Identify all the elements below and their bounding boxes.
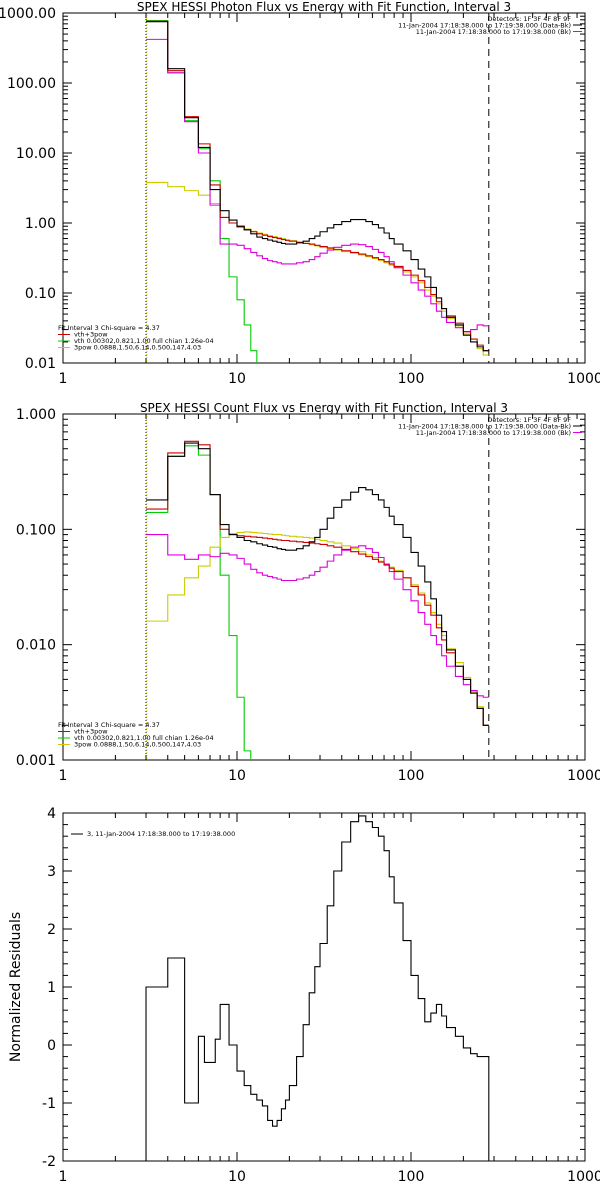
legend-label: 3pow 0.0888,1.50,6.14,0.500,147,4.03 (74, 344, 201, 352)
axes-frame (62, 812, 586, 1162)
y-axis-label: Normalized Residuals (8, 912, 24, 1062)
legend-header: Fit Interval 3 Chi-square = 4.37 (58, 324, 160, 332)
chart-title: SPEX HESSI Count Flux vs Energy with Fit… (140, 401, 508, 415)
header-line: 11-Jan-2004 17:18:38.000 to 17:19:38.000… (416, 28, 571, 36)
plot-area (145, 815, 490, 1161)
series-power-law (146, 181, 489, 356)
y-tick-label: 0.001 (16, 753, 56, 769)
legend: 3, 11-Jan-2004 17:18:38.000 to 17:19:38.… (71, 830, 235, 838)
legend-label: vth 0.00302,0.821,1.00 full chian 1.26e-… (74, 734, 214, 742)
y-tick-label: -1 (42, 1096, 56, 1112)
plot-area (145, 13, 490, 363)
y-tick-label: 1.000 (16, 407, 56, 423)
x-tick-label: 10 (228, 371, 246, 387)
legend-label: vth 0.00302,0.821,1.00 full chian 1.26e-… (74, 337, 214, 345)
series-data (146, 21, 489, 352)
series-power-law (146, 531, 489, 726)
x-tick-label: 1 (59, 768, 68, 784)
y-tick-label: 4 (47, 806, 56, 822)
axes-frame (62, 413, 586, 761)
legend-label: vth+3pow (74, 728, 108, 736)
plot-area (145, 414, 490, 760)
series-total-fit (146, 20, 489, 352)
x-tick-label: 100 (398, 768, 425, 784)
x-tick-label: 10 (228, 1169, 246, 1185)
y-tick-label: 1.00 (25, 216, 56, 232)
y-tick-label: 0.10 (25, 286, 56, 302)
axes-frame (62, 12, 586, 364)
legend-label: vth+3pow (74, 331, 108, 339)
series-data (146, 442, 489, 726)
y-tick-label: 10.00 (16, 146, 56, 162)
residuals-panel: 1 10 100 1000 -2 -1 0 1 2 3 4 Normalized Residuals 3… (8, 806, 600, 1185)
y-tick-label: 100.00 (7, 76, 56, 92)
header-line: Detectors: 1F 3F 4F 8F 9F (487, 416, 571, 424)
photon-flux-panel: SPEX HESSI Photon Flux vs Energy with Fi… (0, 0, 600, 387)
header-line: 11-Jan-2004 17:18:38.000 to 17:19:38.000… (398, 423, 571, 431)
header-line: 11-Jan-2004 17:18:38.000 to 17:19:38.000… (398, 22, 571, 30)
x-tick-label: 1 (59, 1169, 68, 1185)
y-tick-label: 0.01 (25, 356, 56, 372)
x-tick-label: 1 (59, 371, 68, 387)
y-tick-label: 1000.00 (0, 6, 56, 22)
header-line: Detectors: 1F 3F 4F 8F 9F (487, 15, 571, 23)
x-tick-label: 1000 (567, 768, 600, 784)
y-tick-label: 3 (47, 864, 56, 880)
x-tick-label: 1000 (567, 371, 600, 387)
series-residuals (145, 815, 490, 1161)
y-tick-label: -2 (42, 1154, 56, 1170)
header-line: 11-Jan-2004 17:18:38.000 to 17:19:38.000… (416, 429, 571, 437)
y-axis: 0.01 0.10 1.00 10.00 100.00 1000.00 (0, 6, 585, 372)
y-tick-label: 0.100 (16, 522, 56, 538)
y-tick-label: 1 (47, 980, 56, 996)
legend-label: 3pow 0.0888,1.50,6.14,0.500,147,4.03 (74, 741, 201, 749)
series-background (146, 534, 489, 698)
y-axis: -2 -1 0 1 2 3 4 (42, 806, 585, 1170)
legend: Fit Interval 3 Chi-square = 4.37vth+3pow… (58, 721, 214, 749)
y-tick-label: 0.010 (16, 638, 56, 654)
series-total-fit (146, 440, 489, 726)
x-axis: 1 10 100 1000 (59, 13, 600, 387)
x-tick-label: 100 (398, 371, 425, 387)
x-tick-label: 1000 (567, 1169, 600, 1185)
series-background (146, 38, 489, 333)
x-tick-label: 10 (228, 768, 246, 784)
series-thermal (146, 20, 258, 363)
y-tick-label: 2 (47, 922, 56, 938)
chart-title: SPEX HESSI Photon Flux vs Energy with Fi… (137, 0, 511, 14)
series-thermal (146, 445, 252, 760)
count-flux-panel: SPEX HESSI Count Flux vs Energy with Fit… (16, 401, 600, 784)
x-tick-label: 100 (398, 1169, 425, 1185)
x-axis: 1 10 100 1000 (59, 414, 600, 784)
legend: Fit Interval 3 Chi-square = 4.37vth+3pow… (58, 324, 214, 352)
legend-label: 3, 11-Jan-2004 17:18:38.000 to 17:19:38.… (87, 830, 235, 838)
x-axis: 1 10 100 1000 (59, 813, 600, 1185)
legend-header: Fit Interval 3 Chi-square = 4.37 (58, 721, 160, 729)
y-axis: 0.001 0.010 0.100 1.000 (16, 407, 585, 769)
y-tick-label: 0 (47, 1038, 56, 1054)
